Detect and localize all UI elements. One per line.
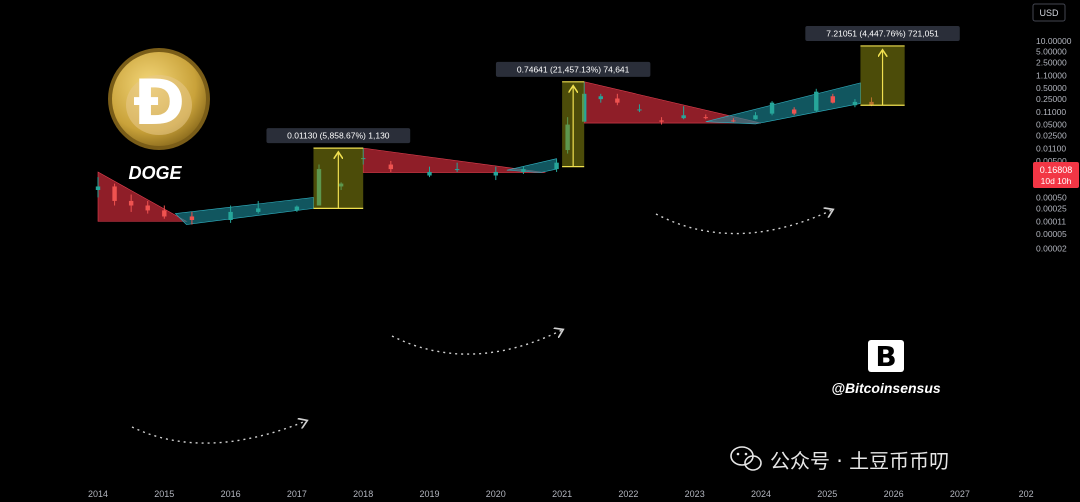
candle-body <box>162 210 167 217</box>
y-tick-label: 0.25000 <box>1036 94 1067 104</box>
candle-body <box>189 216 195 220</box>
x-tick-label: 2024 <box>751 489 771 499</box>
candle-body <box>615 98 620 103</box>
candle-body <box>830 96 836 103</box>
x-tick-label: 2025 <box>817 489 837 499</box>
measure-boxes: 0.01130 (5,858.67%) 1,130 0.74641 (21,457… <box>266 25 960 209</box>
candle-body <box>731 120 736 122</box>
handle-text: @Bitcoinsensus <box>831 380 941 396</box>
y-tick-label: 0.00011 <box>1036 216 1066 226</box>
y-tick-label: 0.11000 <box>1036 107 1066 117</box>
candle-body <box>659 120 664 122</box>
y-tick-label: 5.00000 <box>1036 47 1067 57</box>
candle-body <box>112 186 117 201</box>
measure-label-box <box>495 61 651 77</box>
candle-body <box>454 169 460 171</box>
currency-label-box[interactable] <box>1032 3 1066 22</box>
price-badge-countdown: 10d 10h <box>1041 176 1072 186</box>
x-tick-label: 2023 <box>685 489 705 499</box>
candle-body <box>493 171 498 176</box>
y-tick-label: 0.01100 <box>1036 144 1066 154</box>
y-tick-label: 0.00005 <box>1036 229 1067 239</box>
bitcoinsensus-logo-letter: B <box>875 340 896 373</box>
currency-label: USD <box>1039 8 1059 18</box>
candle-body <box>388 164 394 170</box>
price-badge: 0.16808 10d 10h <box>1033 162 1079 188</box>
x-tick-label: 2020 <box>486 489 506 499</box>
doge-logo: Ð <box>108 48 210 150</box>
y-tick-label: 0.00050 <box>1036 192 1067 202</box>
candle-body <box>769 102 775 114</box>
y-tick-label: 0.00002 <box>1036 243 1067 253</box>
candle-body <box>554 162 559 170</box>
candle-body <box>256 208 261 212</box>
candles <box>95 81 874 225</box>
channel-pattern <box>174 197 314 225</box>
y-tick-label: 0.50000 <box>1036 83 1067 93</box>
dotted-arrow <box>655 210 832 235</box>
x-tick-label: 2017 <box>287 489 307 499</box>
measure-label-box <box>266 128 411 144</box>
candle-body <box>637 109 642 111</box>
dotted-arrow <box>131 421 306 444</box>
candle-body <box>294 206 300 211</box>
x-tick-label: 2014 <box>88 489 108 499</box>
x-tick-label: 2019 <box>419 489 439 499</box>
candle-body <box>703 117 708 119</box>
measure-label-box <box>805 25 960 41</box>
dotted-arrow <box>391 330 562 355</box>
y-tick-label: 2.50000 <box>1036 58 1067 68</box>
y-tick-label: 1.10000 <box>1036 71 1067 81</box>
candle-body <box>128 200 134 206</box>
candle-body <box>681 115 686 119</box>
candle-body <box>852 101 858 106</box>
x-tick-label: 2018 <box>353 489 373 499</box>
candle-body <box>521 169 526 172</box>
y-tick-label: 0.00500 <box>1036 156 1067 166</box>
candle-body <box>145 205 150 211</box>
wechat-watermark: 公众号 · 土豆币币叨 <box>730 446 949 473</box>
y-tick-label: 0.02500 <box>1036 131 1067 141</box>
x-tick-label: 2016 <box>221 489 241 499</box>
wechat-icon <box>730 446 762 471</box>
candle-body <box>582 93 587 122</box>
y-tick-label: 0.00025 <box>1036 203 1067 213</box>
pattern-overlays <box>97 81 861 225</box>
candle-body <box>427 171 432 176</box>
x-tick-label: 2027 <box>950 489 970 499</box>
x-tick-label: 2022 <box>618 489 638 499</box>
x-tick-label: 2015 <box>154 489 174 499</box>
x-tick-label: 202 <box>1019 489 1034 499</box>
candle-body <box>95 186 101 190</box>
measure-label: 7.21051 (4,447.76%) 721,051 <box>826 28 939 38</box>
channel-pattern <box>705 82 861 125</box>
measure-label: 0.74641 (21,457.13%) 74,641 <box>517 64 630 74</box>
coin-name: DOGE <box>128 163 182 183</box>
candle-body <box>598 96 603 100</box>
doge-logo-letter: Ð <box>133 66 185 139</box>
candle-body <box>228 211 233 220</box>
candle-body <box>753 115 758 120</box>
y-tick-label: 10.00000 <box>1036 36 1072 46</box>
bitcoinsensus-logo: B <box>868 340 904 373</box>
time-axis: 2014 2015 2016 2017 2018 2019 2020 2021 2022 2023… <box>88 489 1034 499</box>
x-tick-label: 2026 <box>884 489 904 499</box>
projection-arrows <box>131 210 832 444</box>
candle-body <box>791 109 797 114</box>
channel-pattern <box>506 158 557 173</box>
price-badge-value: 0.16808 <box>1040 165 1073 175</box>
candle-body <box>814 91 819 111</box>
y-tick-label: 0.05000 <box>1036 120 1067 130</box>
watermark-text: 公众号 · 土豆币币叨 <box>770 449 949 473</box>
measure-label: 0.01130 (5,858.67%) 1,130 <box>287 131 390 141</box>
x-tick-label: 2021 <box>552 489 572 499</box>
